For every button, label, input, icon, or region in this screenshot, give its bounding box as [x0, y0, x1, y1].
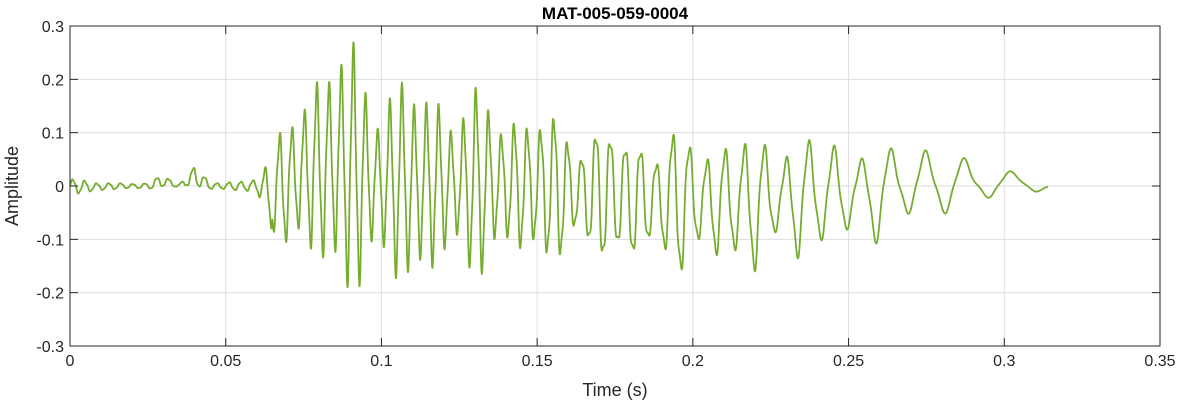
y-tick-label: -0.1 — [36, 232, 64, 249]
x-tick-label: 0 — [66, 353, 75, 370]
y-tick-label: -0.2 — [36, 286, 64, 303]
data-layer — [69, 41, 1049, 289]
waveform-series-line — [69, 41, 1049, 289]
x-tick-labels: 0 0.05 0.1 0.15 0.2 0.25 0.3 0.35 — [66, 353, 1176, 370]
tick-marks — [69, 25, 1161, 347]
y-tick-label: -0.3 — [36, 339, 64, 356]
x-tick-label: 0.2 — [682, 353, 704, 370]
x-tick-label: 0.3 — [993, 353, 1015, 370]
y-tick-label: 0.3 — [42, 19, 64, 36]
x-tick-label: 0.05 — [210, 353, 241, 370]
x-tick-label: 0.15 — [522, 353, 553, 370]
x-tick-label: 0.1 — [370, 353, 392, 370]
y-tick-labels: -0.3 -0.2 -0.1 0 0.1 0.2 0.3 — [36, 19, 64, 356]
x-tick-label: 0.25 — [833, 353, 864, 370]
chart-title: MAT-005-059-0004 — [542, 4, 689, 23]
y-tick-label: 0 — [55, 179, 64, 196]
y-tick-label: 0.2 — [42, 72, 64, 89]
grid-lines — [70, 26, 1160, 346]
y-tick-label: 0.1 — [42, 126, 64, 143]
y-axis-label: Amplitude — [2, 146, 22, 226]
x-axis-label: Time (s) — [582, 380, 647, 400]
x-tick-label: 0.35 — [1144, 353, 1175, 370]
